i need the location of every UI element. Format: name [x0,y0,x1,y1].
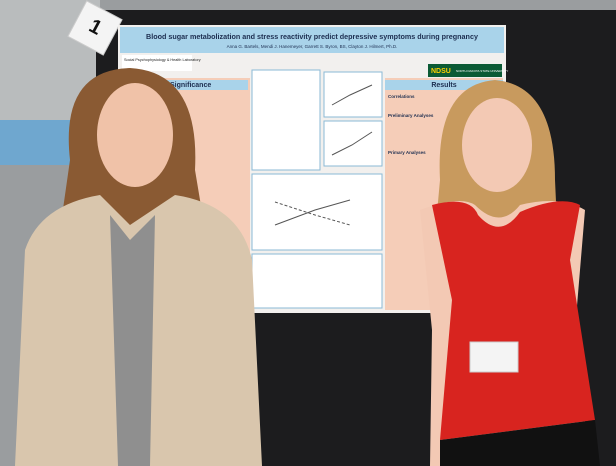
lab-box [122,55,192,71]
number-card: 1 [67,0,123,56]
top [432,201,595,440]
lab-name: Social Psychophysiology & Health Laborat… [124,58,201,62]
table-panel [251,253,383,309]
poster-authors: Anna G. Bartels, Mendi J. Hanemeyer, Gar… [227,44,398,49]
subsection-title: Preliminary Analyses [388,113,434,118]
section-head [140,80,248,90]
section-title: Significance [170,82,211,89]
section-head [385,80,503,90]
chart-line [331,131,373,156]
poster-header [120,27,504,53]
chart-line [274,201,351,226]
chart-panel [323,120,383,167]
face [462,98,532,192]
logo-mark: NDSU [431,68,451,75]
pants [440,420,600,466]
face [97,83,173,187]
poster-title: Blood sugar metabolization and stress re… [146,32,478,41]
chart-panel [323,71,383,118]
chart-line [274,199,351,226]
subsection-title: Primary Analyses [388,150,426,155]
table-panel [251,69,321,171]
card [67,0,123,56]
shirt [110,215,155,466]
badge [469,341,519,373]
logo-name: NORTH DAKOTA STATE UNIVERSITY [456,69,508,73]
chart-panel [251,173,383,251]
logo [428,64,502,77]
chart-line [331,84,373,106]
section-title: Results [431,82,456,89]
subsection-title: Correlations [388,94,415,99]
